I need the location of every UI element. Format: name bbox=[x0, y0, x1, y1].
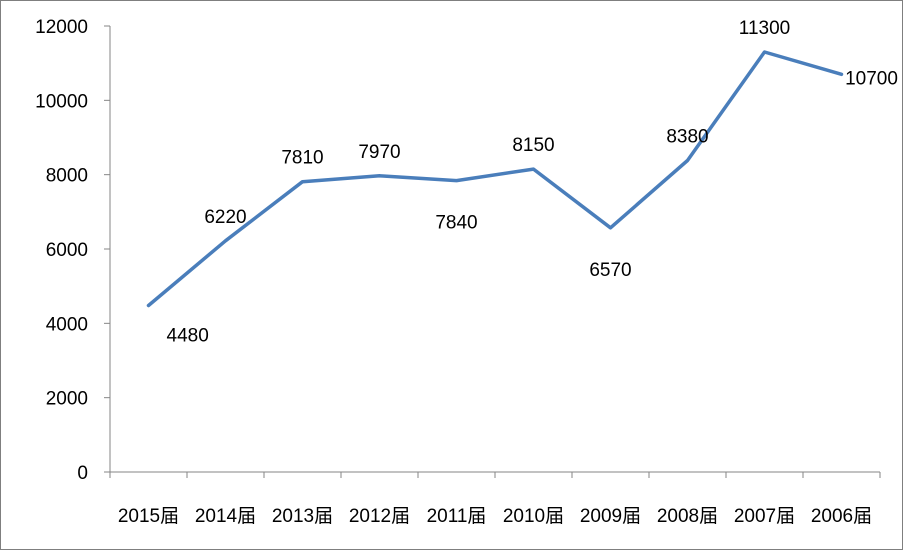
data-label: 7970 bbox=[358, 142, 400, 163]
x-tick-label: 2007届 bbox=[734, 506, 795, 527]
data-label: 7840 bbox=[435, 213, 477, 234]
x-tick-label: 2006届 bbox=[811, 506, 872, 527]
y-tick-label: 6000 bbox=[46, 240, 88, 261]
y-tick-label: 8000 bbox=[46, 166, 88, 187]
data-labels: 4480 6220 7810 7970 7840 8150 6570 8380 11300 107… bbox=[167, 18, 898, 346]
y-axis: 0 2000 4000 6000 8000 10000 12000 bbox=[35, 17, 111, 484]
data-label: 4480 bbox=[167, 325, 209, 346]
data-label: 10700 bbox=[845, 68, 898, 89]
x-tick-label: 2011届 bbox=[427, 506, 487, 527]
x-tick-label: 2009届 bbox=[580, 506, 641, 527]
data-label: 11300 bbox=[739, 18, 790, 39]
y-tick-label: 12000 bbox=[35, 17, 88, 38]
x-tick-label: 2014届 bbox=[195, 506, 256, 527]
x-tick-label: 2008届 bbox=[657, 506, 718, 527]
x-tick-label: 2015届 bbox=[118, 506, 179, 527]
x-axis: 2015届 2014届 2013届 2012届 2011届 2010届 2009届 2008届… bbox=[109, 471, 881, 527]
x-tick-label: 2010届 bbox=[503, 506, 564, 527]
data-label: 6220 bbox=[204, 207, 246, 228]
x-tick-label: 2012届 bbox=[349, 506, 410, 527]
data-label: 6570 bbox=[589, 260, 631, 281]
data-label: 8150 bbox=[512, 135, 554, 156]
x-tick-label: 2013届 bbox=[272, 506, 333, 527]
y-tick-label: 2000 bbox=[46, 389, 88, 410]
y-tick-label: 0 bbox=[77, 463, 88, 484]
data-label: 7810 bbox=[281, 148, 323, 169]
y-tick-label: 10000 bbox=[35, 91, 88, 112]
series bbox=[146, 50, 844, 308]
y-tick-label: 4000 bbox=[46, 314, 88, 335]
data-label: 8380 bbox=[666, 127, 708, 148]
series-line bbox=[146, 50, 844, 308]
